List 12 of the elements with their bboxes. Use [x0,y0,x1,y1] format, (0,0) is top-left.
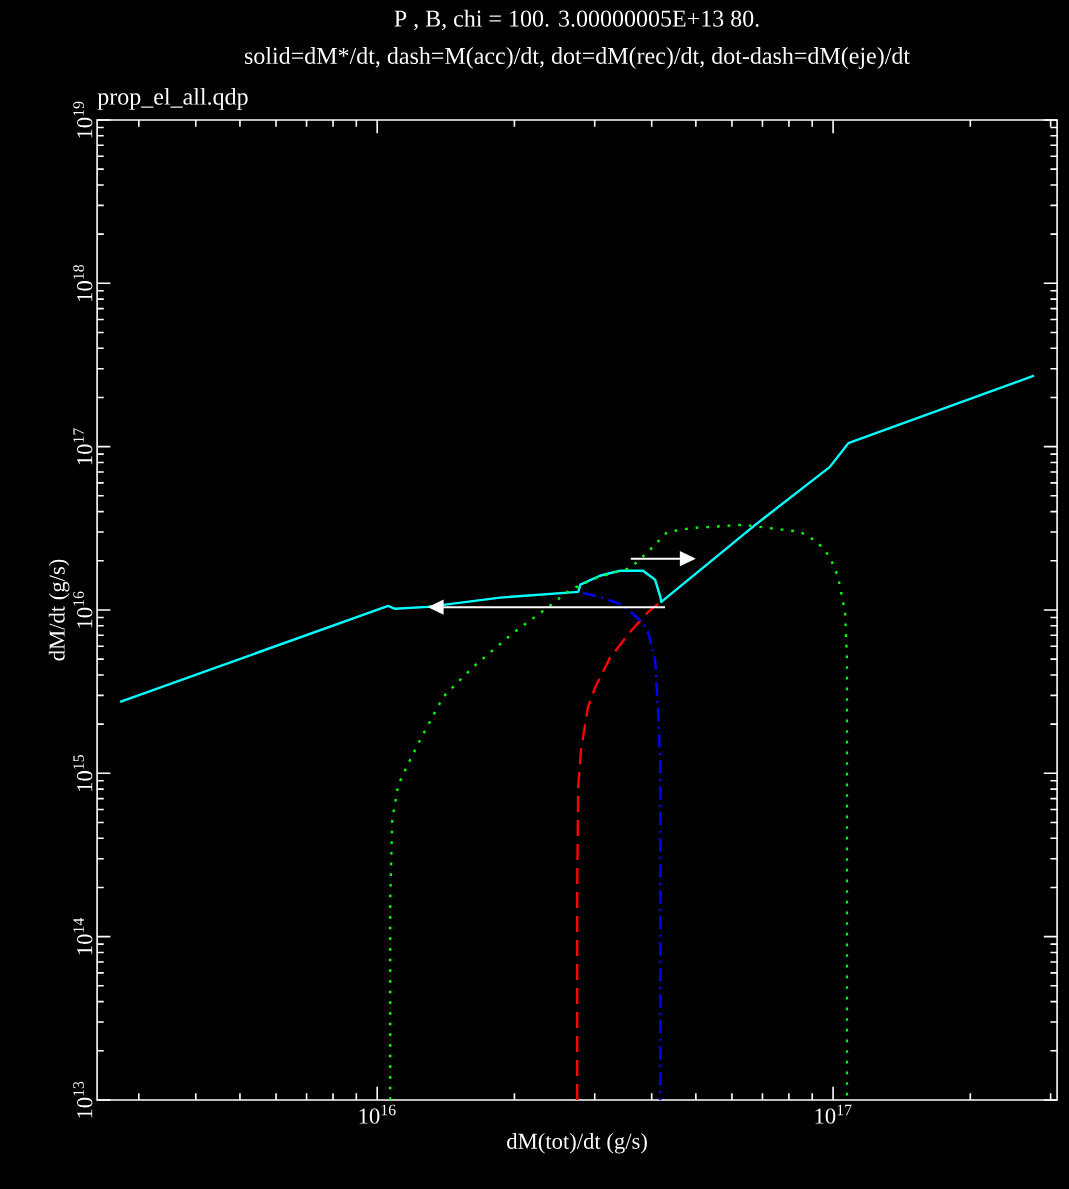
y-tick-label: 10$^{13}$ [73,1081,93,1118]
chart-title: P , B, chi = 100. 3.00000005E+13 80. [394,9,759,31]
y-tick-label: 10$^{16}$ [73,591,93,628]
y-tick-label: 10$^{19}$ [73,101,93,138]
y-tick-label: 10$^{15}$ [73,754,93,791]
y-tick-label: 10$^{18}$ [73,264,93,301]
x-axis-title: dM(tot)/dt (g/s) [507,1132,647,1154]
chart-subtitle: solid=dM*/dt, dash=M(acc)/dt, dot=dM(rec)/dt, dot-dash=dM(eje)/dt [244,47,910,69]
y-tick-label: 10$^{14}$ [73,917,93,955]
y-axis-title: dM/dt (g/s) [48,559,70,661]
text: prop_el_all.qdp [97,87,248,110]
y-tick-label: 10$^{17}$ [73,428,93,465]
